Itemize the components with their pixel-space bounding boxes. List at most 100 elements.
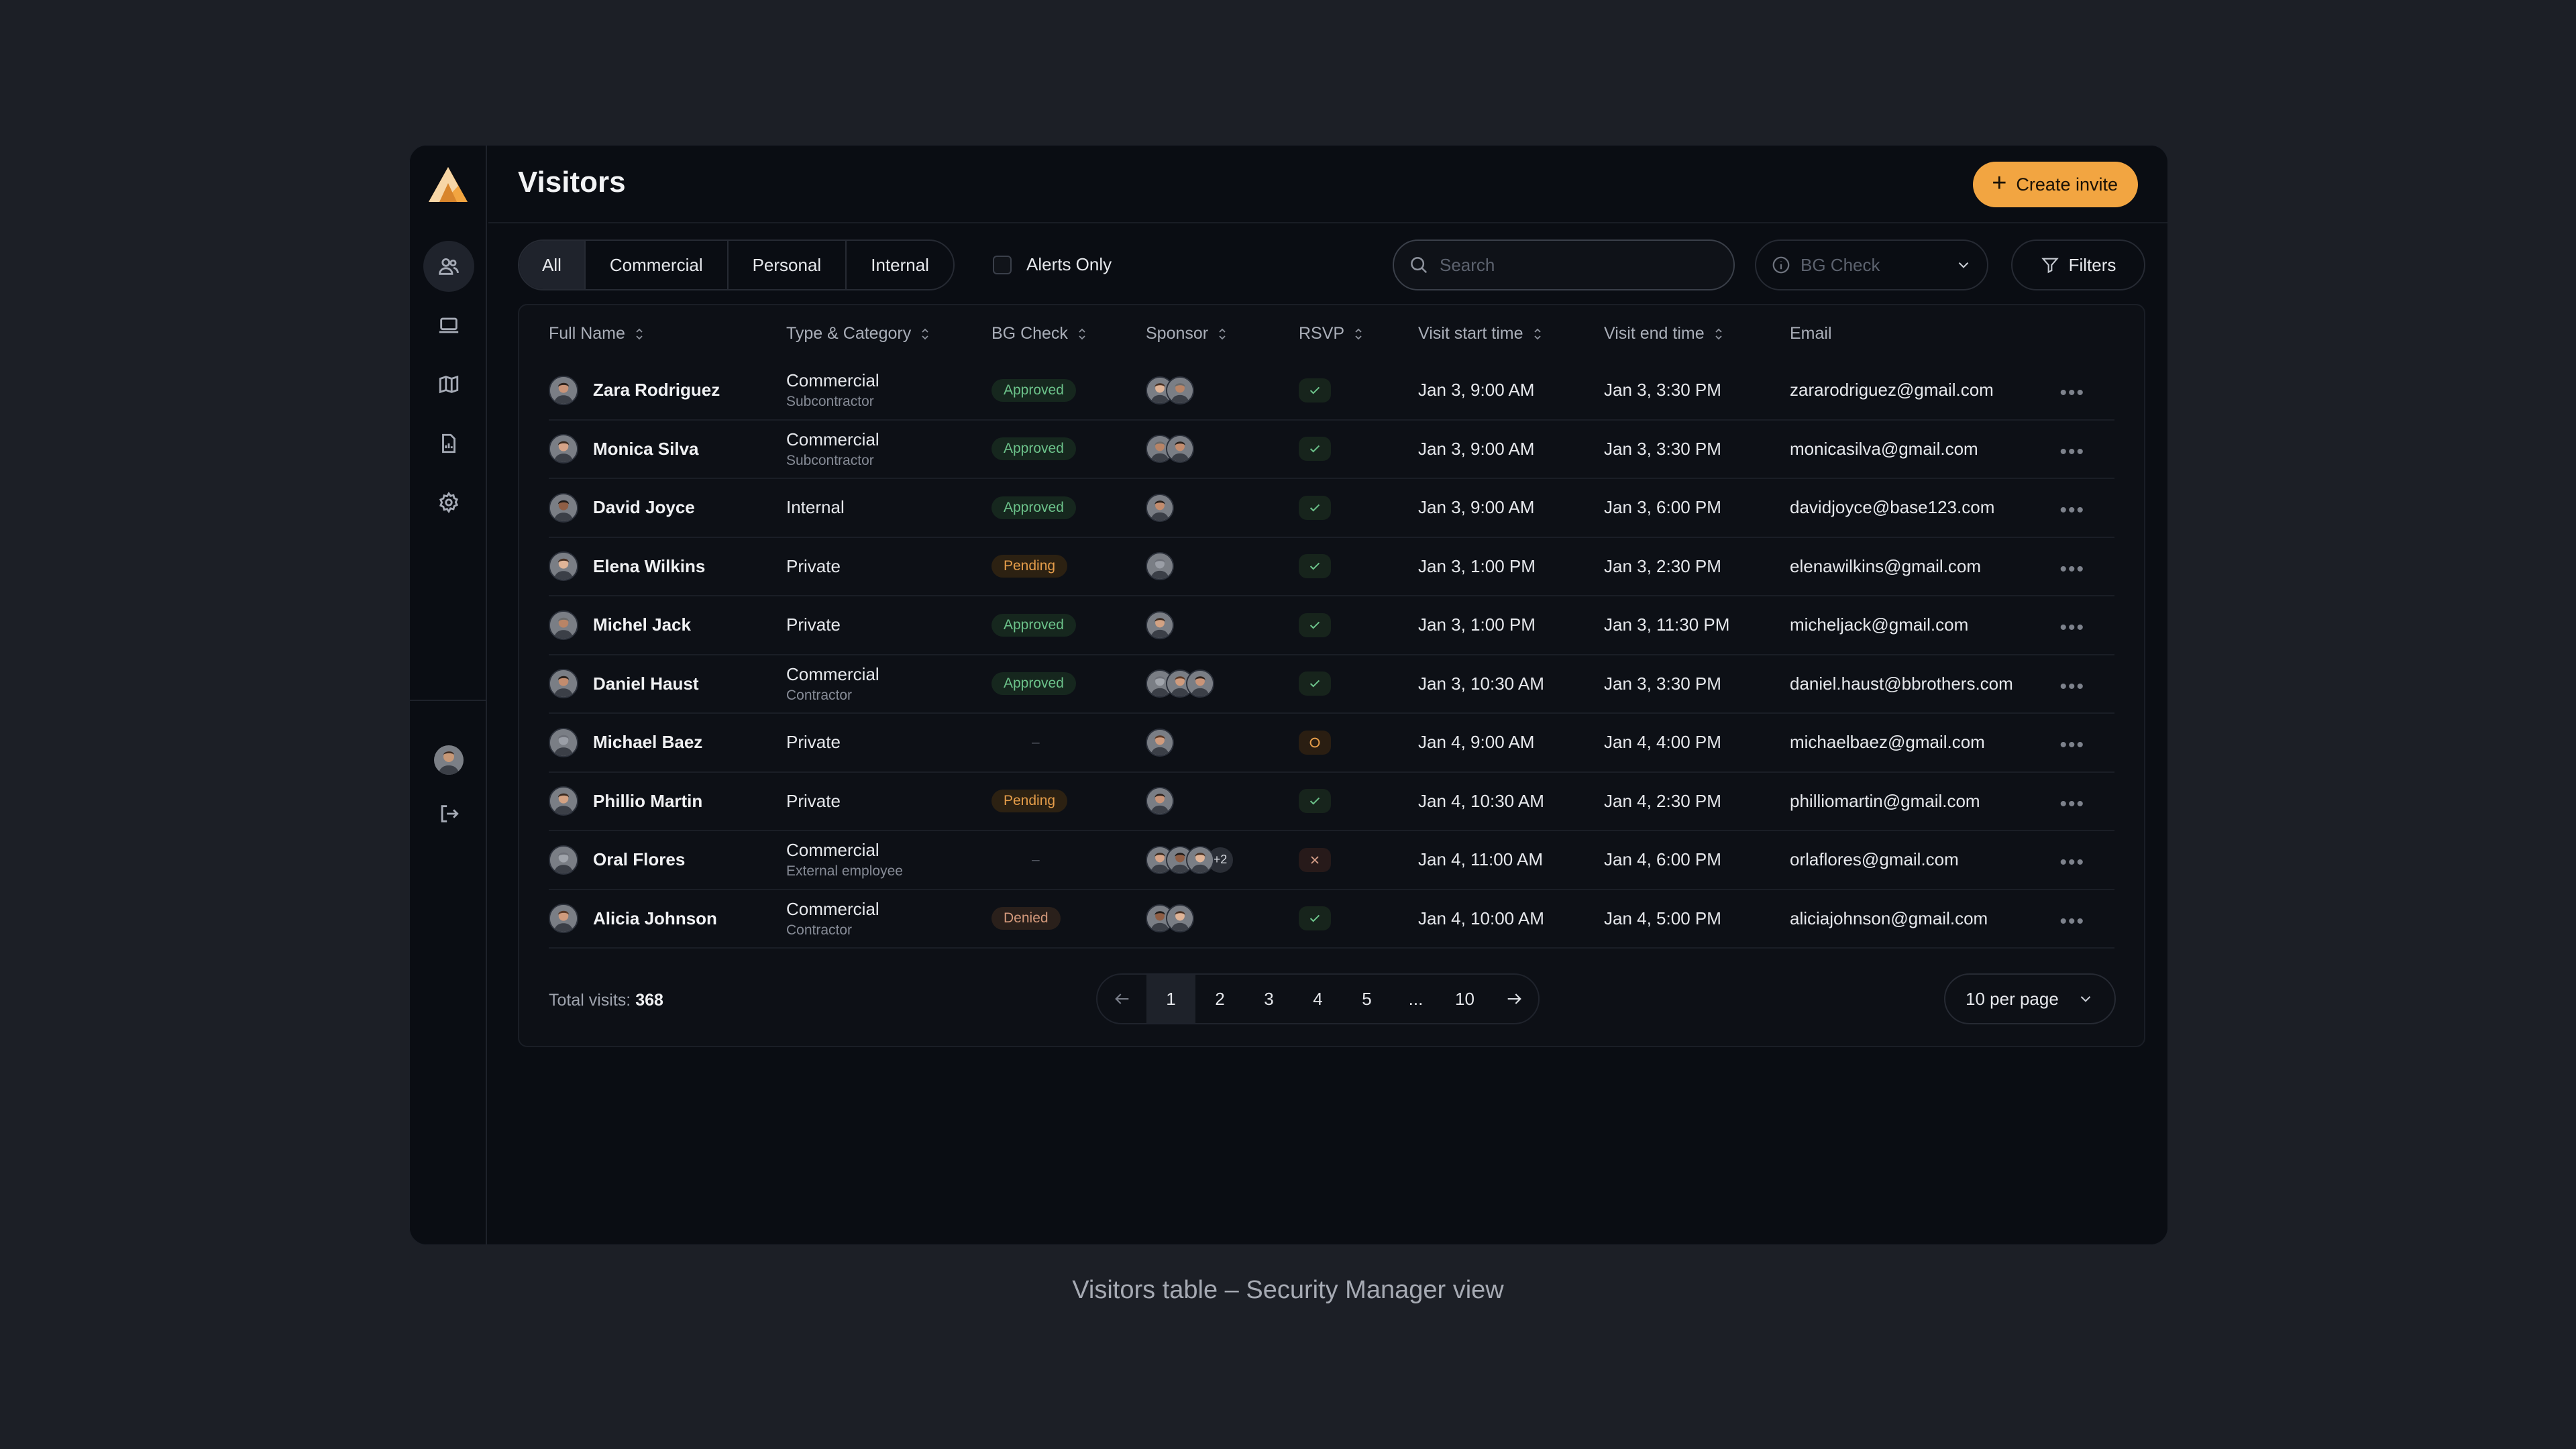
table-row[interactable]: Monica Silva Commercial Subcontractor Appro… bbox=[549, 421, 2114, 479]
sponsor-cell[interactable]: +2 bbox=[1146, 831, 1234, 889]
row-more-icon[interactable]: ••• bbox=[2059, 440, 2085, 463]
sponsor-cell[interactable] bbox=[1146, 596, 1174, 654]
prev-page-button[interactable] bbox=[1097, 975, 1146, 1023]
visitor-name-cell[interactable]: Alicia Johnson bbox=[549, 890, 717, 948]
segment-commercial[interactable]: Commercial bbox=[586, 241, 729, 289]
user-avatar[interactable] bbox=[434, 745, 464, 775]
table-row[interactable]: Alicia Johnson Commercial Contractor Denied… bbox=[549, 890, 2114, 949]
nav-reports[interactable] bbox=[423, 418, 474, 469]
status-badge: Approved bbox=[991, 378, 1076, 402]
table-row[interactable]: Michel Jack Private Approved Jan 3, 1:00 PM… bbox=[549, 596, 2114, 655]
visit-start-cell: Jan 3, 9:00 AM bbox=[1418, 479, 1534, 537]
table-row[interactable]: Oral Flores Commercial External employee – +… bbox=[549, 831, 2114, 890]
visit-start-cell: Jan 4, 10:00 AM bbox=[1418, 890, 1544, 948]
row-more-icon[interactable]: ••• bbox=[2059, 792, 2085, 815]
table-row[interactable]: Elena Wilkins Private Pending Jan 3, 1:00 P… bbox=[549, 538, 2114, 596]
page-button[interactable]: 10 bbox=[1455, 988, 1474, 1009]
nav-visitors[interactable] bbox=[423, 241, 474, 292]
sponsor-cell[interactable] bbox=[1146, 421, 1194, 478]
sponsor-cell[interactable] bbox=[1146, 655, 1214, 713]
sponsor-avatar bbox=[1146, 610, 1174, 639]
visitor-name-cell[interactable]: Michael Baez bbox=[549, 714, 702, 771]
filters-button[interactable]: Filters bbox=[2011, 239, 2145, 290]
visit-end-cell: Jan 3, 3:30 PM bbox=[1604, 362, 1721, 419]
row-more-icon[interactable]: ••• bbox=[2059, 910, 2085, 932]
page-button[interactable]: 3 bbox=[1264, 988, 1274, 1009]
type-category-cell: Commercial Contractor bbox=[786, 655, 879, 713]
visitor-name: Daniel Haust bbox=[593, 673, 699, 694]
nav-settings[interactable] bbox=[423, 477, 474, 528]
nav-devices[interactable] bbox=[423, 300, 474, 351]
alerts-only-checkbox[interactable] bbox=[993, 255, 1012, 274]
segment-internal[interactable]: Internal bbox=[871, 254, 929, 275]
col-bg-check[interactable]: BG Check bbox=[991, 324, 1087, 343]
sponsor-cell[interactable] bbox=[1146, 538, 1174, 596]
col-sponsor[interactable]: Sponsor bbox=[1146, 324, 1227, 343]
visitor-name-cell[interactable]: David Joyce bbox=[549, 479, 695, 537]
col-visit-end[interactable]: Visit end time bbox=[1604, 324, 1723, 343]
bg-check-select[interactable]: BG Check bbox=[1755, 239, 1988, 290]
chevron-down-icon bbox=[2080, 996, 2091, 1002]
pagination: 1 2 3 4 5 ... 10 bbox=[1096, 973, 1540, 1024]
visit-start: Jan 4, 10:00 AM bbox=[1418, 908, 1544, 928]
search-input[interactable]: Search bbox=[1393, 239, 1735, 290]
col-rsvp[interactable]: RSVP bbox=[1299, 324, 1363, 343]
rsvp-yes-icon bbox=[1299, 672, 1331, 696]
visit-end-cell: Jan 3, 2:30 PM bbox=[1604, 538, 1721, 596]
page-button[interactable]: 2 bbox=[1215, 988, 1225, 1009]
email-cell: davidjoyce@base123.com bbox=[1790, 479, 1994, 537]
page-button[interactable]: 1 bbox=[1146, 975, 1195, 1023]
status-badge: Pending bbox=[991, 790, 1068, 813]
row-more-icon[interactable]: ••• bbox=[2059, 851, 2085, 873]
visit-end-cell: Jan 3, 11:30 PM bbox=[1604, 596, 1729, 654]
visitor-name-cell[interactable]: Daniel Haust bbox=[549, 655, 699, 713]
visit-start-cell: Jan 3, 9:00 AM bbox=[1418, 362, 1534, 419]
table-row[interactable]: Michael Baez Private – Jan 4, 9:00 AM Jan 4,… bbox=[549, 714, 2114, 773]
segment-personal[interactable]: Personal bbox=[729, 241, 847, 289]
create-invite-button[interactable]: + Create invite bbox=[1973, 162, 2138, 207]
sponsor-cell[interactable] bbox=[1146, 362, 1194, 419]
page-button[interactable]: 5 bbox=[1362, 988, 1372, 1009]
sponsor-cell[interactable] bbox=[1146, 714, 1174, 771]
row-more-icon[interactable]: ••• bbox=[2059, 616, 2085, 639]
alerts-only-toggle[interactable]: Alerts Only bbox=[993, 254, 1112, 275]
table-row[interactable]: David Joyce Internal Approved Jan 3, 9:00 A… bbox=[549, 479, 2114, 538]
visitor-category: External employee bbox=[786, 863, 903, 879]
report-icon bbox=[442, 433, 455, 453]
caption: Visitors table – Security Manager view bbox=[1072, 1276, 1504, 1304]
row-more-icon[interactable]: ••• bbox=[2059, 557, 2085, 580]
sponsor-cell[interactable] bbox=[1146, 890, 1194, 948]
email-cell: philliomartin@gmail.com bbox=[1790, 773, 1980, 830]
visitor-name-cell[interactable]: Elena Wilkins bbox=[549, 538, 705, 596]
type-category-cell: Commercial Subcontractor bbox=[786, 421, 879, 478]
col-visit-start[interactable]: Visit start time bbox=[1418, 324, 1542, 343]
visitor-name-cell[interactable]: Michel Jack bbox=[549, 596, 691, 654]
sponsor-cell[interactable] bbox=[1146, 479, 1174, 537]
col-label: Sponsor bbox=[1146, 324, 1209, 343]
col-type-category[interactable]: Type & Category bbox=[786, 324, 930, 343]
nav-logout[interactable] bbox=[423, 788, 474, 839]
table-row[interactable]: Daniel Haust Commercial Contractor Approved… bbox=[549, 655, 2114, 714]
bg-check-cell: Approved bbox=[991, 479, 1076, 537]
visitor-name-cell[interactable]: Zara Rodriguez bbox=[549, 362, 720, 419]
sort-icon bbox=[1715, 328, 1722, 339]
table-row[interactable]: Phillio Martin Private Pending Jan 4, 10:30… bbox=[549, 773, 2114, 831]
row-more-icon[interactable]: ••• bbox=[2059, 734, 2085, 756]
nav-map[interactable] bbox=[423, 359, 474, 410]
table-row[interactable]: Zara Rodriguez Commercial Subcontractor App… bbox=[549, 362, 2114, 421]
visitor-name-cell[interactable]: Phillio Martin bbox=[549, 773, 702, 830]
row-more-icon[interactable]: ••• bbox=[2059, 382, 2085, 404]
next-page-button[interactable] bbox=[1489, 975, 1538, 1023]
visitor-name-cell[interactable]: Oral Flores bbox=[549, 831, 685, 889]
per-page-select[interactable]: 10 per page bbox=[1944, 973, 2116, 1024]
email-cell: michaelbaez@gmail.com bbox=[1790, 714, 1985, 771]
row-more-icon[interactable]: ••• bbox=[2059, 675, 2085, 698]
row-more-icon[interactable]: ••• bbox=[2059, 499, 2085, 521]
page-button[interactable]: 4 bbox=[1313, 988, 1323, 1009]
sponsor-cell[interactable] bbox=[1146, 773, 1174, 830]
visitor-name-cell[interactable]: Monica Silva bbox=[549, 421, 699, 478]
visit-end: Jan 3, 11:30 PM bbox=[1604, 614, 1730, 635]
visitor-name: Elena Wilkins bbox=[593, 555, 706, 576]
col-full-name[interactable]: Full Name bbox=[549, 324, 644, 343]
segment-all[interactable]: All bbox=[519, 241, 586, 289]
